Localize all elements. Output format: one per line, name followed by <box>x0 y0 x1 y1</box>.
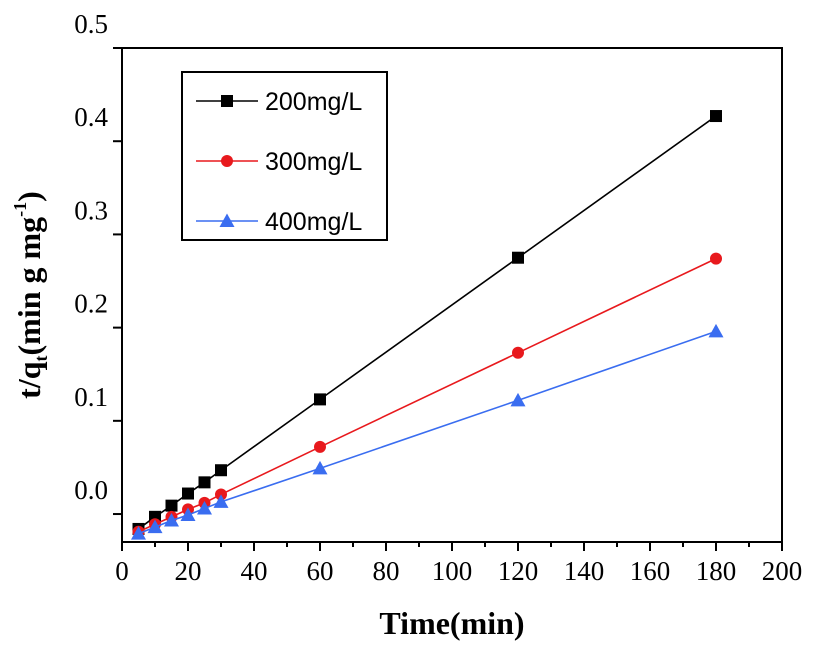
legend-item: 300mg/L <box>196 148 362 176</box>
x-tick-label: 200 <box>762 556 803 586</box>
x-tick-label: 180 <box>696 556 737 586</box>
y-axis-title-sup: -1 <box>10 202 30 217</box>
x-tick-label: 120 <box>498 556 539 586</box>
data-point <box>198 476 211 489</box>
x-tick-label: 160 <box>630 556 671 586</box>
x-tick-label: 40 <box>241 556 268 586</box>
y-axis-title: t/qt(min g mg-1) <box>10 191 51 399</box>
y-tick-label: 0.5 <box>74 9 108 39</box>
legend-label: 400mg/L <box>265 208 362 236</box>
data-point <box>165 499 178 512</box>
data-point <box>312 460 328 475</box>
x-axis-title: Time(min) <box>379 605 524 641</box>
data-point <box>182 487 194 500</box>
data-point <box>131 526 146 540</box>
y-tick-label: 0.1 <box>74 382 108 412</box>
data-point <box>147 519 163 534</box>
y-axis-title-unit: (min g mg <box>11 217 47 356</box>
data-point <box>314 393 326 406</box>
y-tick-label: 0.2 <box>74 289 108 319</box>
y-tick-label: 0.0 <box>74 475 108 505</box>
legend-label: 300mg/L <box>265 148 362 176</box>
data-point <box>710 252 722 265</box>
data-point <box>708 323 724 338</box>
data-point <box>215 464 227 477</box>
y-tick-label: 0.4 <box>74 102 108 132</box>
series-2 <box>131 323 724 540</box>
data-point <box>710 110 722 123</box>
legend-label: 200mg/L <box>265 88 362 116</box>
data-point <box>164 513 179 527</box>
data-point <box>512 346 524 359</box>
legend-item: 400mg/L <box>196 208 362 236</box>
legend-marker <box>219 213 235 227</box>
data-point <box>314 440 326 453</box>
y-axis-title-main: t/q <box>11 361 47 399</box>
data-point <box>197 500 212 515</box>
y-axis-title-close: ) <box>11 191 47 202</box>
y-tick-label: 0.3 <box>74 195 108 225</box>
x-tick-label: 60 <box>307 556 334 586</box>
data-point <box>213 494 229 508</box>
legend-item: 200mg/L <box>196 88 362 116</box>
x-tick-label: 100 <box>432 556 473 586</box>
y-axis-title-sub: t <box>31 355 51 361</box>
legend-marker <box>221 95 233 107</box>
data-point <box>512 251 524 264</box>
legend-box <box>181 71 388 241</box>
x-tick-label: 80 <box>373 556 400 586</box>
x-tick-label: 20 <box>175 556 202 586</box>
x-tick-label: 0 <box>115 556 129 586</box>
data-point <box>510 392 526 407</box>
data-point <box>180 507 196 521</box>
legend-marker <box>221 155 233 167</box>
x-tick-label: 140 <box>564 556 605 586</box>
